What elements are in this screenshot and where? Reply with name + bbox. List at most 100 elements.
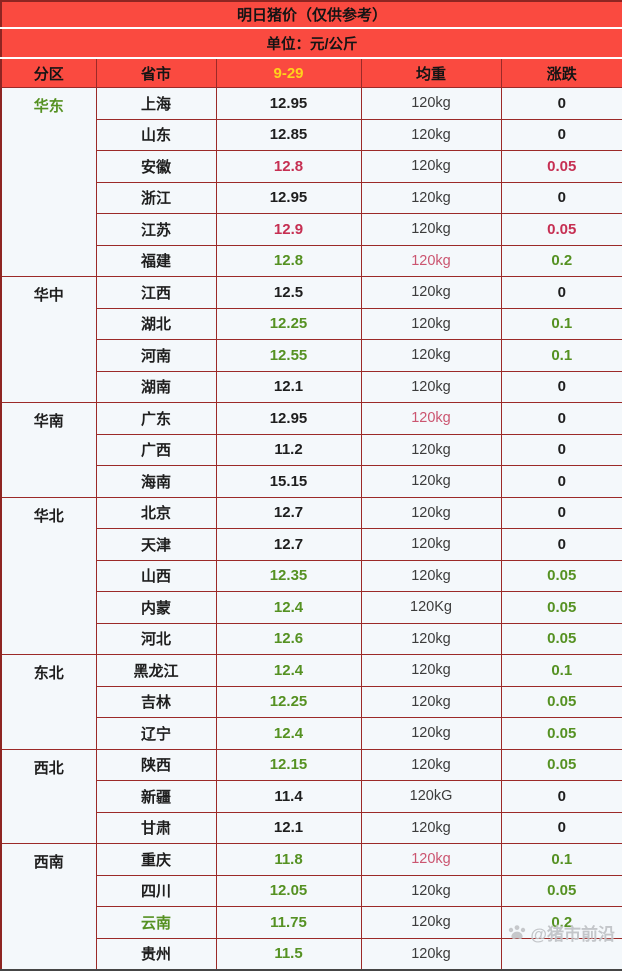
change-cell: 0.2	[500, 244, 622, 277]
table-row: 江苏 12.9 120kg 0.05	[1, 213, 622, 246]
weight-cell: 120kg	[360, 496, 502, 529]
weight-cell: 120kg	[360, 276, 502, 309]
change-cell: 0.1	[500, 843, 622, 876]
change-cell: 0	[500, 780, 622, 813]
change-cell: 0.2	[500, 906, 622, 939]
province-cell: 河北	[95, 622, 217, 655]
table-row: 河北 12.6 120kg 0.05	[1, 622, 622, 655]
weight-cell: 120kg	[360, 559, 502, 592]
province-cell: 重庆	[95, 843, 217, 876]
price-cell: 12.7	[215, 496, 362, 529]
price-cell: 12.4	[215, 591, 362, 624]
price-cell: 12.25	[215, 307, 362, 340]
province-cell: 内蒙	[95, 591, 217, 624]
unit-row: 单位：元/公斤	[0, 27, 622, 59]
price-cell: 12.1	[215, 370, 362, 403]
column-header-date: 9-29	[215, 57, 362, 88]
province-cell: 江苏	[95, 213, 217, 246]
price-cell: 11.4	[215, 780, 362, 813]
change-cell: 0	[500, 528, 622, 561]
province-cell: 浙江	[95, 181, 217, 214]
weight-cell: 120kG	[360, 780, 502, 813]
unit-label: 单位：元/公斤	[0, 27, 622, 59]
change-cell: 0	[500, 402, 622, 435]
price-cell: 12.85	[215, 118, 362, 151]
change-cell: 0	[500, 496, 622, 529]
column-header-region: 分区	[0, 57, 97, 88]
province-cell: 云南	[95, 906, 217, 939]
change-cell: 0.05	[500, 717, 622, 750]
table-row: 西北 陕西 12.15 120kg 0.05	[0, 748, 622, 844]
price-cell: 12.15	[215, 748, 362, 781]
table-row: 天津 12.7 120kg 0	[1, 528, 622, 561]
table-row: 东北 黑龙江 12.4 120kg 0.1	[0, 654, 622, 750]
change-cell: 0	[500, 87, 622, 120]
weight-cell: 120kg	[360, 402, 502, 435]
table-row: 云南 11.75 120kg 0.2	[1, 906, 622, 939]
change-cell: 0	[500, 276, 622, 309]
weight-cell: 120kg	[360, 654, 502, 687]
change-cell: 0	[500, 181, 622, 214]
weight-cell: 120kg	[360, 433, 502, 466]
weight-cell: 120kg	[360, 213, 502, 246]
column-header-weight: 均重	[360, 57, 502, 88]
table-row: 西南 重庆 11.8 120kg 0.1	[0, 843, 622, 971]
weight-cell: 120kg	[360, 150, 502, 183]
weight-cell: 120kg	[360, 874, 502, 907]
table-row: 四川 12.05 120kg 0.05	[1, 874, 622, 907]
province-cell: 海南	[95, 465, 217, 498]
price-table-body: 华东 上海 12.95 120kg 0 山东 12.85 120kg 0 安徽 12.8 120kg 0…	[0, 87, 622, 971]
price-cell: 12.8	[215, 244, 362, 277]
change-cell: 0	[500, 811, 622, 844]
weight-cell: 120kg	[360, 685, 502, 718]
province-cell: 安徽	[95, 150, 217, 183]
province-cell: 天津	[95, 528, 217, 561]
change-cell: 0	[500, 118, 622, 151]
table-row: 山东 12.85 120kg 0	[1, 118, 622, 151]
region-cell: 华南	[0, 402, 97, 498]
table-row: 华中 江西 12.5 120kg 0	[0, 276, 622, 403]
weight-cell: 120kg	[360, 307, 502, 340]
weight-cell: 120kg	[360, 370, 502, 403]
price-cell: 12.35	[215, 559, 362, 592]
province-cell: 北京	[95, 496, 217, 529]
weight-cell: 120kg	[360, 622, 502, 655]
change-cell: 0	[500, 370, 622, 403]
table-row: 辽宁 12.4 120kg 0.05	[1, 717, 622, 750]
weight-cell: 120kg	[360, 528, 502, 561]
province-cell: 甘肃	[95, 811, 217, 844]
price-cell: 11.2	[215, 433, 362, 466]
price-cell: 15.15	[215, 465, 362, 498]
price-cell: 12.95	[215, 181, 362, 214]
region-cell: 西南	[0, 843, 97, 971]
weight-cell: 120kg	[360, 748, 502, 781]
price-cell: 12.6	[215, 622, 362, 655]
change-cell: 0.05	[500, 622, 622, 655]
table-row: 华南 广东 12.95 120kg 0	[0, 402, 622, 498]
change-cell: 0.05	[500, 559, 622, 592]
region-cell: 华东	[0, 87, 97, 277]
province-cell: 河南	[95, 339, 217, 372]
province-cell: 上海	[95, 87, 217, 120]
price-cell: 12.4	[215, 654, 362, 687]
region-cell: 华北	[0, 496, 97, 655]
weight-cell: 120kg	[360, 339, 502, 372]
price-cell: 12.55	[215, 339, 362, 372]
column-header-row: 分区 省市 9-29 均重 涨跌	[0, 57, 622, 88]
price-cell: 12.25	[215, 685, 362, 718]
change-cell: 0.1	[500, 339, 622, 372]
weight-cell: 120kg	[360, 465, 502, 498]
region-cell: 东北	[0, 654, 97, 750]
province-cell: 陕西	[95, 748, 217, 781]
province-cell: 辽宁	[95, 717, 217, 750]
change-cell: 0.05	[500, 874, 622, 907]
price-cell: 11.75	[215, 906, 362, 939]
province-cell: 江西	[95, 276, 217, 309]
province-cell: 贵州	[95, 937, 217, 971]
table-row: 华东 上海 12.95 120kg 0	[0, 87, 622, 277]
price-cell: 12.9	[215, 213, 362, 246]
title-row: 明日猪价（仅供参考）	[0, 0, 622, 29]
weight-cell: 120kg	[360, 937, 502, 971]
price-cell: 12.8	[215, 150, 362, 183]
